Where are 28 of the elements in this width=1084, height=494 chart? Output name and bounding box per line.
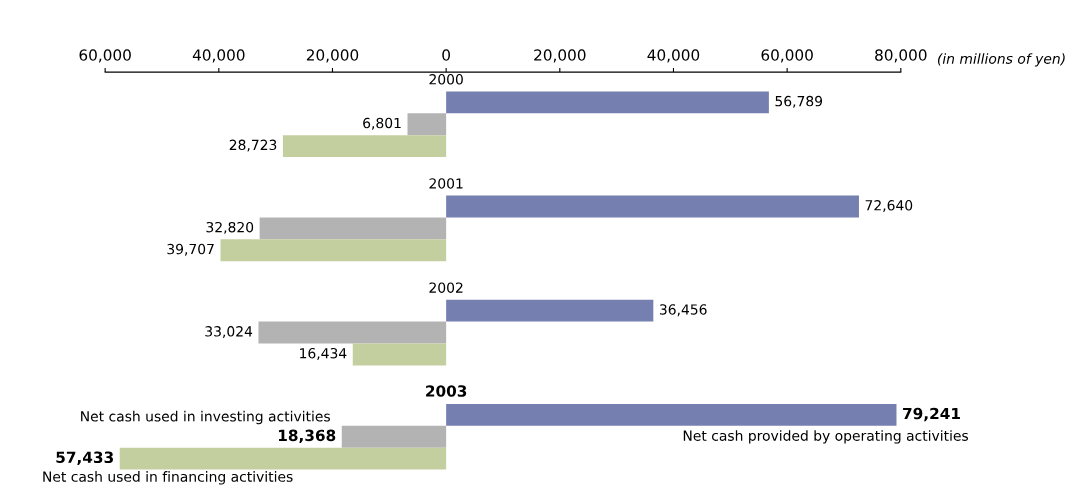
series-label: Net cash used in financing activities (43, 471, 293, 485)
data-label: 18,368 (278, 429, 336, 444)
data-label: 56,789 (775, 95, 823, 108)
x-axis-title: (in millions of yen) (937, 53, 1065, 67)
y-tick-label: 2002 (429, 282, 463, 293)
x-tick-label: 80,000 (875, 49, 927, 63)
x-tick-label: 20,000 (534, 49, 586, 63)
x-tick-label: 0 (442, 49, 450, 61)
data-label: 32,820 (206, 221, 254, 234)
x-tick-label: 40,000 (192, 49, 245, 63)
x-tick-label: 40,000 (647, 49, 700, 63)
x-tick-label: 20,000 (306, 49, 359, 63)
data-label: 79,241 (903, 407, 960, 422)
y-tick-label: 2003 (426, 385, 467, 397)
data-label: 6,801 (363, 117, 401, 130)
y-tick-label: 2001 (429, 178, 463, 189)
series-label: Net cash provided by operating activities (683, 430, 969, 444)
data-label: 57,433 (56, 451, 113, 465)
data-label: 39,707 (167, 243, 214, 256)
series-label: Net cash used in investing activities (81, 410, 330, 425)
data-label: 16,434 (300, 347, 347, 360)
data-label: 72,640 (865, 200, 913, 212)
data-label: 33,024 (205, 326, 253, 339)
data-label: 28,723 (229, 139, 277, 152)
data-label: 36,456 (659, 304, 707, 317)
x-tick-label: 60,000 (79, 49, 131, 63)
x-tick-label: 60,000 (761, 49, 813, 63)
y-tick-label: 2000 (429, 74, 463, 85)
